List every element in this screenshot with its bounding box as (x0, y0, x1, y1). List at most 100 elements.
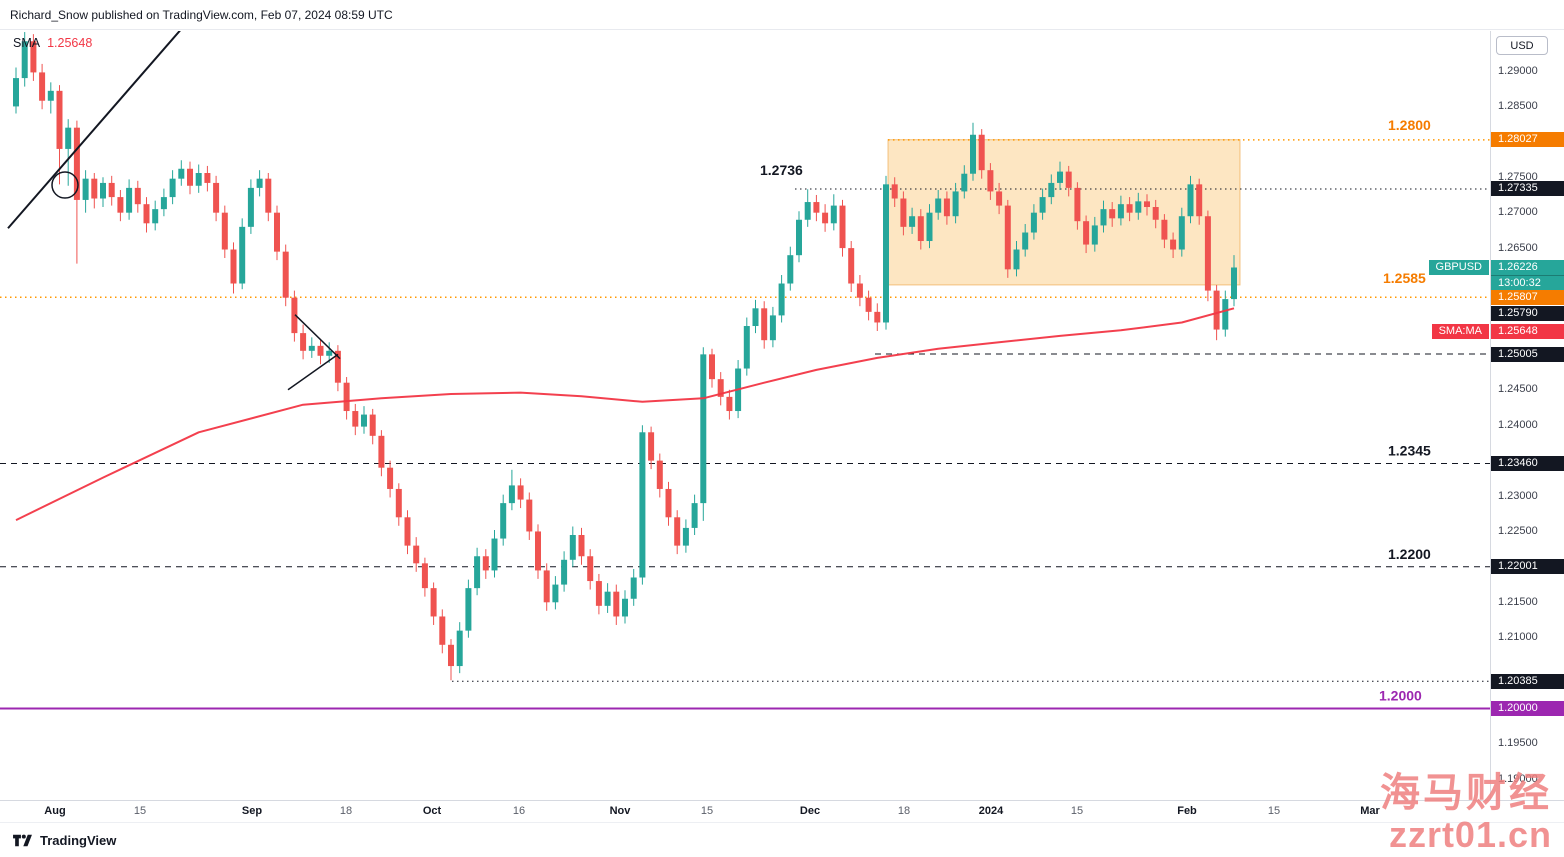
price-axis[interactable]: USD 1.29000 1.28500 1.27500 1.27000 1.26500 1… (1490, 31, 1564, 800)
tradingview-logo-icon[interactable] (12, 833, 33, 848)
price-axis-label: 1.27000 (1498, 206, 1538, 219)
candle-body (769, 315, 776, 341)
price-axis-label: 1.24000 (1498, 418, 1538, 431)
candle-body (30, 41, 37, 73)
tradingview-wordmark[interactable]: TradingView (40, 832, 117, 848)
candle-body (1222, 299, 1229, 330)
candles-series[interactable] (13, 32, 1237, 681)
chart-area[interactable]: 1.2736 1.2800 1.2585 1.2345 1.2200 1.2000 SMA… (0, 31, 1564, 800)
time-axis-label: Feb (1177, 805, 1197, 817)
candle-body (13, 78, 19, 107)
circle-annotation[interactable] (51, 171, 79, 199)
candle-body (474, 556, 481, 589)
currency-toggle-button[interactable]: USD (1496, 36, 1548, 55)
candle-body (665, 488, 672, 518)
pennant-line-1[interactable] (294, 314, 341, 360)
candle-body (456, 630, 463, 667)
candle-body (361, 414, 367, 427)
price-badge-1.23460: 1.23460 (1491, 455, 1564, 471)
candle-body (900, 198, 907, 227)
time-axis-label: 15 (1070, 805, 1084, 817)
time-axis-label: Oct (422, 805, 442, 817)
candle-body (822, 212, 829, 224)
candle-body (117, 197, 124, 213)
time-axis-label: 18 (339, 805, 353, 817)
candle-body (691, 503, 698, 528)
candle-body (491, 538, 498, 571)
candle-body (865, 297, 872, 312)
candle-body (943, 198, 950, 217)
candle-body (343, 382, 350, 412)
sma-line[interactable] (15, 307, 1235, 521)
candle-body (1161, 219, 1168, 240)
candle-body (213, 182, 220, 213)
time-axis-label: 15 (700, 805, 714, 817)
candle-body (604, 591, 611, 606)
candle-body (508, 485, 515, 504)
sma-label-badge: SMA:MA (1431, 323, 1489, 339)
candle-body (726, 396, 733, 412)
price-axis-label: 1.24500 (1498, 383, 1538, 396)
candle-body (160, 197, 167, 210)
candle-body (1187, 184, 1194, 217)
candle-body (239, 226, 246, 284)
candle-body (639, 432, 646, 578)
candle-body (1231, 267, 1237, 300)
candle-body (1074, 187, 1081, 222)
price-level-label[interactable]: 1.2345 (1388, 442, 1431, 458)
candle-body (1178, 216, 1185, 250)
candle-body (587, 556, 594, 582)
pennant-line-2[interactable] (287, 353, 339, 391)
candle-body (883, 184, 889, 323)
candle-body (926, 212, 933, 242)
candle-body (526, 499, 533, 532)
candle-body (265, 178, 272, 213)
indicator-name: SMA (13, 36, 41, 50)
price-badge-1.25807: 1.25807 (1491, 289, 1564, 305)
indicator-legend[interactable]: SMA 1.25648 (13, 36, 92, 50)
candle-body (1144, 201, 1150, 208)
time-axis-label: 18 (897, 805, 911, 817)
candle-body (700, 354, 707, 504)
candle-body (970, 134, 976, 174)
price-level-label[interactable]: 1.2000 (1379, 688, 1422, 704)
candle-body (891, 184, 898, 199)
price-axis-label: 1.22500 (1498, 524, 1538, 537)
candle-body (613, 591, 620, 617)
candle-body (961, 173, 968, 192)
price-axis-label: 1.26500 (1498, 241, 1538, 254)
indicator-value: 1.25648 (47, 36, 93, 50)
price-level-label[interactable]: 1.2736 (760, 162, 803, 178)
candle-body (1048, 182, 1055, 198)
price-level-label[interactable]: 1.2200 (1388, 546, 1431, 562)
candle-body (552, 584, 559, 603)
candle-body (813, 202, 820, 213)
candle-body (952, 191, 959, 217)
candle-body (178, 168, 185, 179)
candle-body (752, 308, 759, 327)
candle-body (187, 168, 193, 186)
candle-body (274, 212, 280, 252)
candle-body (804, 202, 811, 220)
candle-body (65, 127, 72, 149)
trendline[interactable] (7, 31, 183, 229)
candlestick-chart[interactable]: 1.2736 1.2800 1.2585 1.2345 1.2200 1.2000 (0, 31, 1490, 800)
price-level-label[interactable]: 1.2585 (1383, 270, 1426, 286)
candle-body (1030, 212, 1037, 233)
candle-body (39, 72, 46, 101)
symbol-label-badge: GBPUSD (1428, 260, 1489, 275)
candle-body (47, 90, 54, 101)
candle-body (856, 283, 863, 298)
candle-body (334, 350, 341, 383)
symbol-price-badge: 1.26226 13:00:32 (1491, 260, 1564, 290)
price-badge-1.25005: 1.25005 (1491, 346, 1564, 362)
price-badge-1.25790: 1.25790 (1491, 305, 1564, 321)
price-badge-1.28027: 1.28027 (1491, 132, 1564, 148)
candle-body (978, 134, 985, 171)
price-level-label[interactable]: 1.2800 (1388, 117, 1431, 133)
candle-body (395, 488, 402, 518)
time-axis[interactable]: Aug 15 Sep 18 Oct 16 Nov 15 Dec 18 2024 15 Feb 15 Mar (0, 800, 1564, 822)
candle-body (1100, 209, 1107, 226)
footer-bar: TradingView (0, 822, 1564, 857)
candle-body (152, 209, 159, 224)
